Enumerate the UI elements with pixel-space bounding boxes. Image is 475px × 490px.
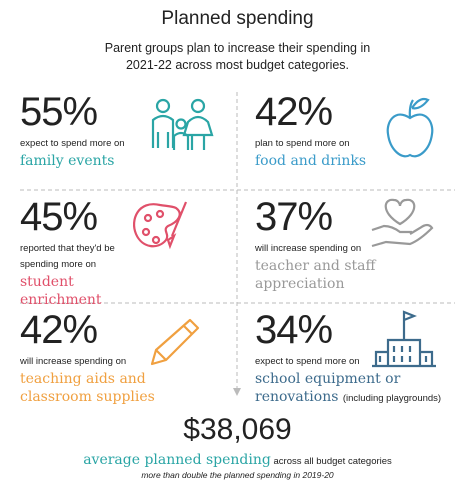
stat-item: 42% will increase spending on teaching aid… bbox=[20, 308, 170, 406]
footer-line: average planned spending across all budg… bbox=[0, 451, 475, 469]
stat-percent: 45% bbox=[20, 195, 98, 239]
stat-percent: 37% bbox=[255, 195, 333, 239]
stat-description: will increase spending on bbox=[255, 243, 362, 254]
stat-description: expect to spend more on bbox=[255, 356, 360, 367]
stat-description: plan to spend more on bbox=[255, 138, 350, 149]
stat-percent: 34% bbox=[255, 308, 333, 352]
stat-highlight: family events bbox=[20, 152, 220, 170]
stat-item: 45% reported that they'd be spending more… bbox=[20, 195, 150, 309]
stat-description: reported that they'd be spending more on bbox=[20, 243, 115, 270]
stat-description: expect to spend more on bbox=[20, 138, 125, 149]
footer-highlight: average planned spending bbox=[83, 452, 271, 468]
stat-percent: 42% bbox=[20, 308, 98, 352]
title: Planned spending bbox=[161, 8, 314, 29]
stat-description: will increase spending on bbox=[20, 356, 127, 367]
stat-item: 42% plan to spend more on food and drinks bbox=[255, 90, 455, 170]
stat-highlight-text: food and drinks bbox=[255, 153, 367, 169]
stat-highlight: student enrichment bbox=[20, 273, 150, 309]
stat-item: 34% expect to spend more on school equipme… bbox=[255, 308, 465, 408]
stat-highlight-text: school equipment or renovations bbox=[255, 371, 401, 405]
stat-highlight-text: student enrichment bbox=[20, 274, 102, 308]
stat-highlight: teacher and staff appreciation bbox=[255, 257, 405, 293]
stat-highlight: food and drinks bbox=[255, 152, 455, 170]
stat-note: (including playgrounds) bbox=[342, 393, 442, 404]
stat-percent: 55% bbox=[20, 90, 98, 134]
amount: $38,069 bbox=[183, 413, 292, 446]
stat-highlight-text: teacher and staff appreciation bbox=[255, 258, 376, 292]
stat-item: 37% will increase spending on teacher and … bbox=[255, 195, 405, 293]
stat-highlight-text: teaching aids and classroom supplies bbox=[20, 371, 155, 405]
stat-highlight-text: family events bbox=[20, 153, 115, 169]
footer-text: across all budget categories bbox=[273, 456, 392, 467]
footer-note: more than double the planned spending in… bbox=[141, 470, 334, 480]
stat-highlight: teaching aids and classroom supplies bbox=[20, 370, 170, 406]
stat-highlight: school equipment or renovations (includi… bbox=[255, 370, 465, 408]
stat-percent: 42% bbox=[255, 90, 333, 134]
subtitle: Parent groups plan to increase their spe… bbox=[104, 41, 371, 72]
stat-item: 55% expect to spend more on family events bbox=[20, 90, 220, 170]
